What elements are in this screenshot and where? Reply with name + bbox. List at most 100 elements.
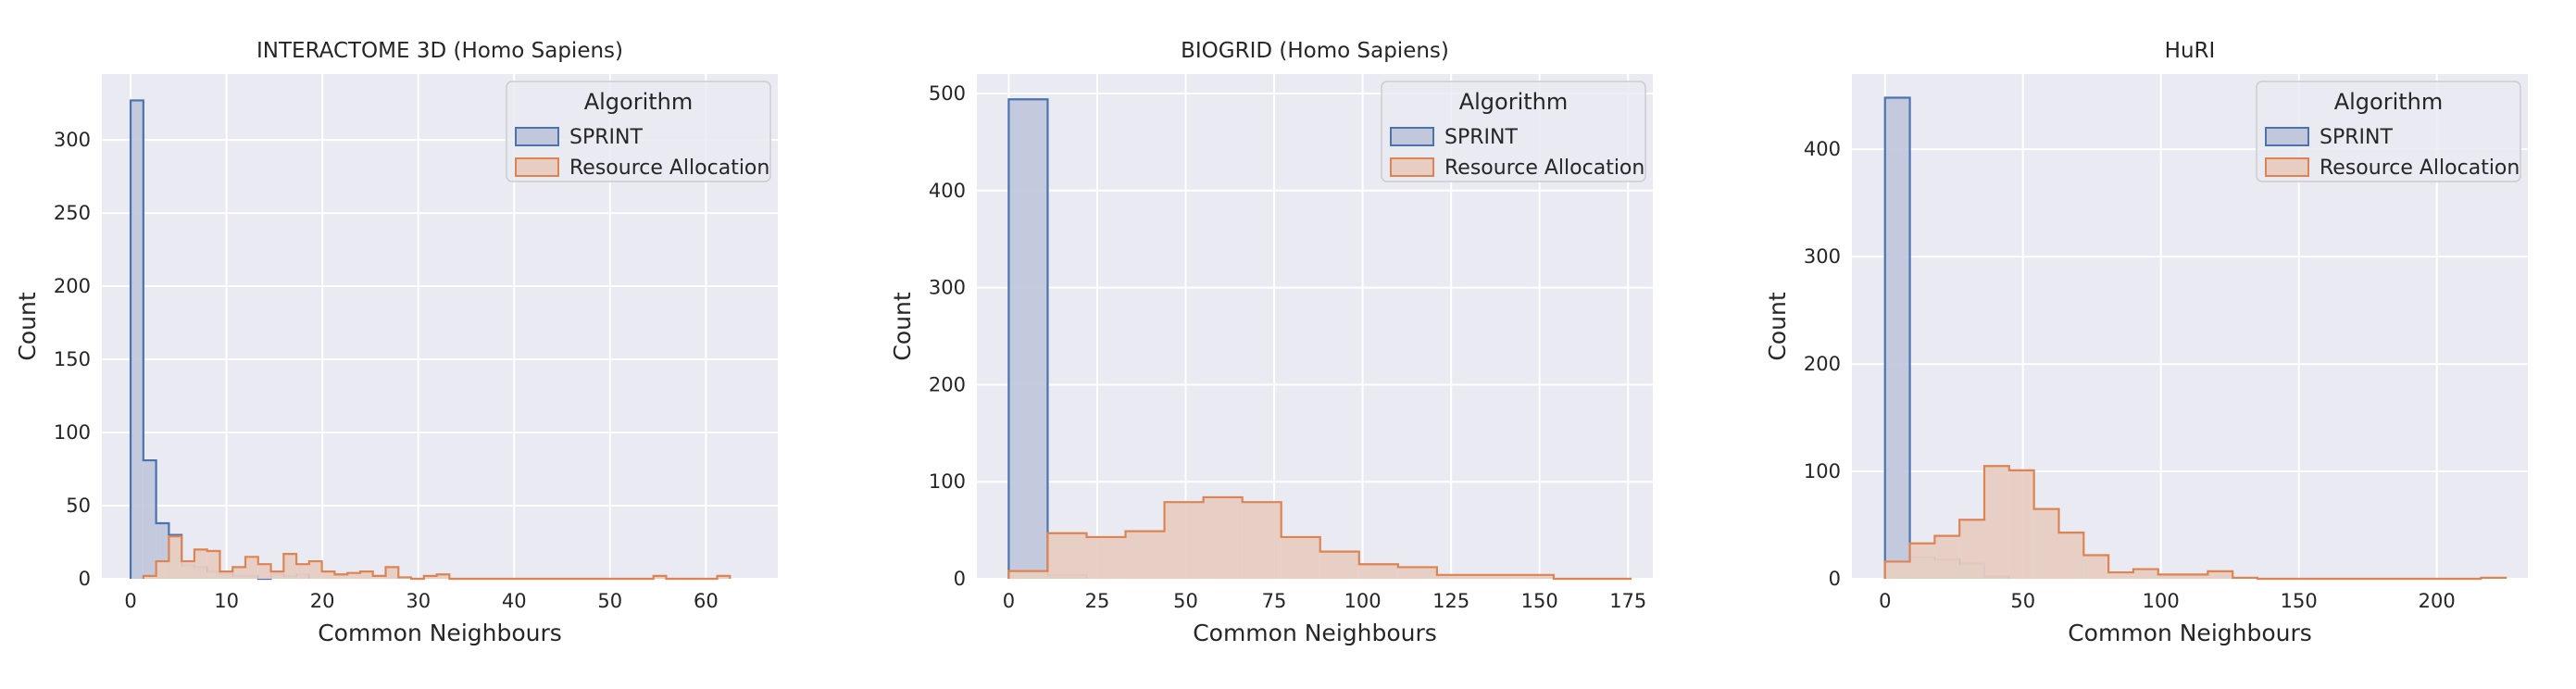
legend-swatch-sprint <box>515 127 559 146</box>
x-axis-label: Common Neighbours <box>318 620 562 646</box>
chart-panel-3: 0 50 100 150 200 0 100 200 300 400 HuRI Common Neig… <box>1764 39 2528 646</box>
y-tick-label: 50 <box>66 495 91 517</box>
histogram-bar <box>653 575 667 579</box>
histogram-bar <box>1909 543 1935 579</box>
histogram-bar <box>206 550 220 579</box>
histogram-bar <box>1884 561 1910 579</box>
x-tick-label: 150 <box>1521 590 1558 612</box>
chart-title: BIOGRID (Homo Sapiens) <box>1181 39 1449 63</box>
legend-swatch-sprint <box>1390 127 1434 146</box>
legend-label-sprint: SPRINT <box>569 126 643 149</box>
histogram-bar <box>1242 502 1282 579</box>
series-sprint <box>1007 98 1088 579</box>
legend-swatch-ra <box>515 157 559 177</box>
y-tick-label: 500 <box>929 82 966 105</box>
chart-title: INTERACTOME 3D (Homo Sapiens) <box>256 39 623 63</box>
x-tick-label: 50 <box>597 590 622 612</box>
histogram-bar <box>2058 532 2084 579</box>
legend: Algorithm SPRINT Resource Allocation <box>2256 81 2521 182</box>
histogram-bar <box>1934 535 1960 579</box>
chart-panel-2: 0 25 50 75 100 125 150 175 0 100 200 300 400 500 BIOGR… <box>889 39 1653 646</box>
legend-label-ra: Resource Allocation <box>569 157 769 180</box>
histogram-bar <box>2033 508 2059 579</box>
histogram-bar <box>436 574 450 579</box>
x-tick-label: 200 <box>2419 590 2456 612</box>
y-tick-label: 200 <box>54 275 91 297</box>
x-tick-label: 25 <box>1085 590 1110 612</box>
histogram-bar <box>1397 567 1437 579</box>
histogram-bar <box>1319 551 1359 579</box>
histogram-bar <box>131 100 144 579</box>
histogram-outline <box>1883 465 2507 581</box>
histogram-bar <box>1281 536 1320 579</box>
histogram-bar <box>143 575 156 579</box>
histogram-bar <box>1008 99 1048 579</box>
series-ra <box>142 535 732 581</box>
x-tick-label: 60 <box>694 590 719 612</box>
legend: Algorithm SPRINT Resource Allocation <box>1381 81 1646 182</box>
histogram-bar <box>219 571 233 579</box>
histogram-bar <box>194 549 207 579</box>
histogram-bar <box>1125 531 1165 579</box>
legend: Algorithm SPRINT Resource Allocation <box>506 81 771 182</box>
legend-title: Algorithm <box>2334 89 2444 115</box>
x-tick-label: 0 <box>124 590 136 612</box>
histogram-outline <box>142 535 732 581</box>
histogram-bar <box>296 564 309 579</box>
y-tick-label: 100 <box>929 470 966 493</box>
x-tick-label: 50 <box>2010 590 2035 612</box>
histogram-bar <box>2182 574 2208 579</box>
histogram-bar <box>717 575 731 579</box>
legend-title: Algorithm <box>1459 89 1569 115</box>
legend-swatch-ra <box>2265 157 2309 177</box>
legend-box <box>1381 81 1646 182</box>
histogram-bar <box>2132 569 2158 579</box>
y-tick-label: 0 <box>1829 568 1841 590</box>
histogram-bar <box>2108 572 2133 579</box>
x-tick-label: 175 <box>1609 590 1646 612</box>
legend-box <box>506 81 771 182</box>
y-tick-label: 200 <box>1804 353 1841 375</box>
legend-box <box>2256 81 2521 182</box>
histogram-bar <box>143 460 156 579</box>
x-tick-label: 125 <box>1432 590 1469 612</box>
y-tick-label: 300 <box>1804 245 1841 268</box>
x-tick-label: 0 <box>1879 590 1891 612</box>
y-axis-label: Count <box>14 292 41 360</box>
histogram-bar <box>347 572 360 579</box>
legend-swatch-sprint <box>2265 127 2309 146</box>
x-tick-label: 10 <box>214 590 239 612</box>
histogram-bar <box>385 567 399 579</box>
histogram-bar <box>1475 574 1515 579</box>
histogram-bar <box>372 575 386 579</box>
chart-title: HuRI <box>2165 39 2216 63</box>
legend-label-sprint: SPRINT <box>2320 126 2393 149</box>
histogram-bar <box>181 561 194 579</box>
y-tick-label: 100 <box>1804 460 1841 482</box>
chart-panel-1: 0 10 20 30 40 50 60 0 50 100 150 200 250 300 INTERACTO… <box>14 39 778 646</box>
y-axis-label: Count <box>1764 292 1791 360</box>
x-tick-label: 20 <box>310 590 335 612</box>
x-tick-label: 50 <box>1173 590 1198 612</box>
histogram-bar <box>2008 470 2034 579</box>
histogram-bar <box>321 571 335 579</box>
series-ra <box>1883 465 2507 581</box>
y-tick-label: 400 <box>929 180 966 202</box>
histogram-bar <box>270 571 284 579</box>
y-axis-label: Count <box>889 292 916 360</box>
histogram-bar <box>245 557 258 579</box>
histogram-bar <box>359 571 373 579</box>
y-tick-label: 400 <box>1804 138 1841 160</box>
legend-label-sprint: SPRINT <box>1444 126 1518 149</box>
histogram-bar <box>1086 536 1126 579</box>
histogram-bar <box>1884 97 1910 580</box>
histogram-bar <box>308 561 322 579</box>
histogram-bar <box>1047 532 1087 579</box>
histogram-bar <box>257 564 271 579</box>
y-tick-label: 100 <box>54 421 91 444</box>
x-axis-label: Common Neighbours <box>2068 620 2312 646</box>
histogram-bar <box>1959 520 1985 579</box>
histogram-bar <box>156 561 169 579</box>
histogram-bar <box>1358 564 1398 579</box>
